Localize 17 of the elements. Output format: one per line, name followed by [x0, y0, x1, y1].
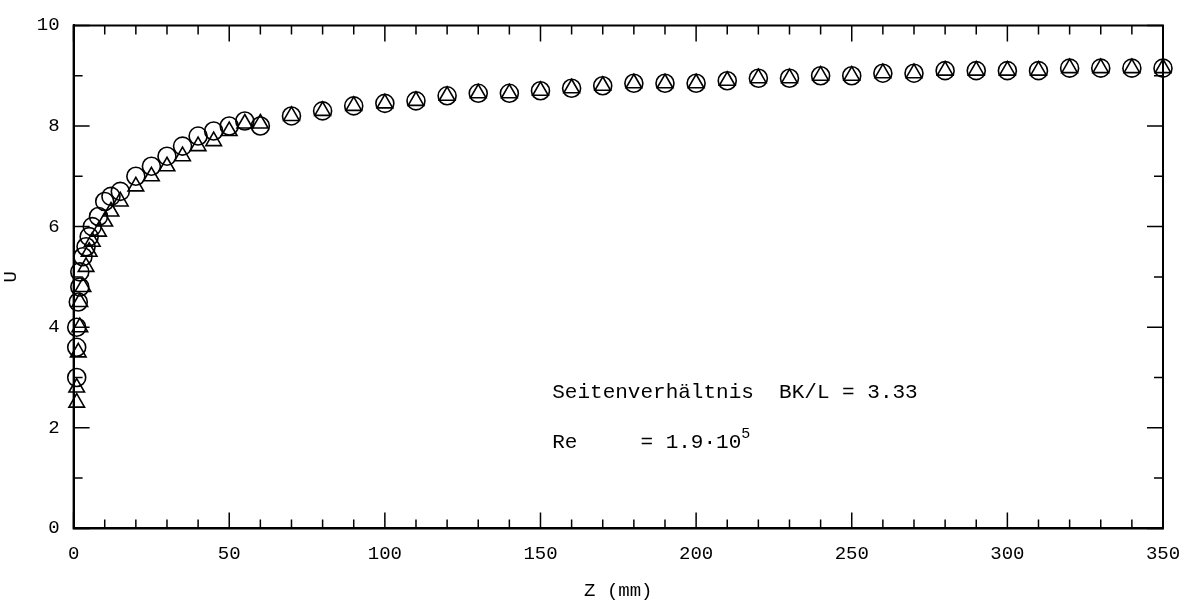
x-tick-label: 0 — [67, 542, 80, 565]
y-tick-label: 0 — [48, 517, 60, 540]
x-tick-label: 50 — [217, 542, 241, 565]
x-tick-label: 250 — [834, 542, 869, 565]
annotation: Seitenverhältnis BK/L = 3.33 — [552, 380, 918, 404]
y-axis-title: U — [0, 271, 23, 283]
x-tick-label: 100 — [367, 542, 402, 565]
x-tick-label: 350 — [1145, 542, 1181, 565]
y-tick-label: 8 — [48, 115, 60, 138]
x-axis-title: Z (mm) — [584, 579, 653, 602]
y-tick-label: 6 — [48, 215, 60, 238]
x-tick-label: 300 — [990, 542, 1025, 565]
y-tick-label: 4 — [48, 316, 60, 339]
y-tick-label: 2 — [48, 416, 60, 439]
x-tick-label: 150 — [523, 542, 558, 565]
y-tick-label: 10 — [36, 14, 60, 37]
x-tick-label: 200 — [679, 542, 714, 565]
